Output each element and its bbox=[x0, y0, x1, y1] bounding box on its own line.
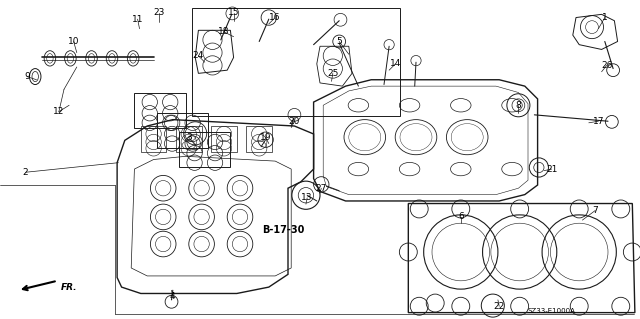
Text: 20: 20 bbox=[289, 117, 300, 126]
Text: 10: 10 bbox=[68, 37, 79, 46]
Text: 24: 24 bbox=[193, 51, 204, 60]
Text: 12: 12 bbox=[53, 107, 65, 116]
Text: 8: 8 bbox=[516, 101, 521, 110]
Text: SZ33-E1000A: SZ33-E1000A bbox=[528, 308, 575, 314]
Text: 26: 26 bbox=[601, 61, 612, 70]
Text: 9: 9 bbox=[24, 72, 29, 81]
Text: 27: 27 bbox=[316, 184, 327, 193]
Text: B-17-30: B-17-30 bbox=[262, 225, 304, 235]
Text: 17: 17 bbox=[593, 117, 604, 126]
Bar bbox=[176, 126, 202, 152]
Bar bbox=[246, 126, 272, 152]
Text: 23: 23 bbox=[153, 8, 164, 17]
Text: FR.: FR. bbox=[61, 283, 77, 292]
Text: 18: 18 bbox=[218, 27, 230, 36]
Text: 6: 6 bbox=[458, 212, 463, 221]
Text: 21: 21 bbox=[546, 165, 557, 174]
Text: 4: 4 bbox=[170, 292, 175, 301]
Text: 3: 3 bbox=[186, 133, 191, 142]
Text: 14: 14 bbox=[390, 59, 401, 68]
Bar bbox=[134, 93, 186, 128]
Text: 16: 16 bbox=[269, 13, 281, 22]
Text: 7: 7 bbox=[593, 206, 598, 215]
Text: 2: 2 bbox=[23, 168, 28, 177]
Text: 22: 22 bbox=[493, 302, 505, 311]
Text: 5: 5 bbox=[337, 37, 342, 46]
Text: 25: 25 bbox=[327, 69, 339, 78]
Text: 19: 19 bbox=[260, 133, 271, 142]
Bar bbox=[179, 132, 230, 167]
Text: 11: 11 bbox=[132, 15, 143, 24]
Bar bbox=[157, 113, 208, 148]
Text: 15: 15 bbox=[228, 8, 239, 17]
Bar bbox=[141, 126, 166, 152]
Bar bbox=[192, 8, 400, 116]
Text: 13: 13 bbox=[301, 193, 313, 202]
Text: 1: 1 bbox=[602, 13, 607, 22]
Bar bbox=[211, 126, 237, 152]
